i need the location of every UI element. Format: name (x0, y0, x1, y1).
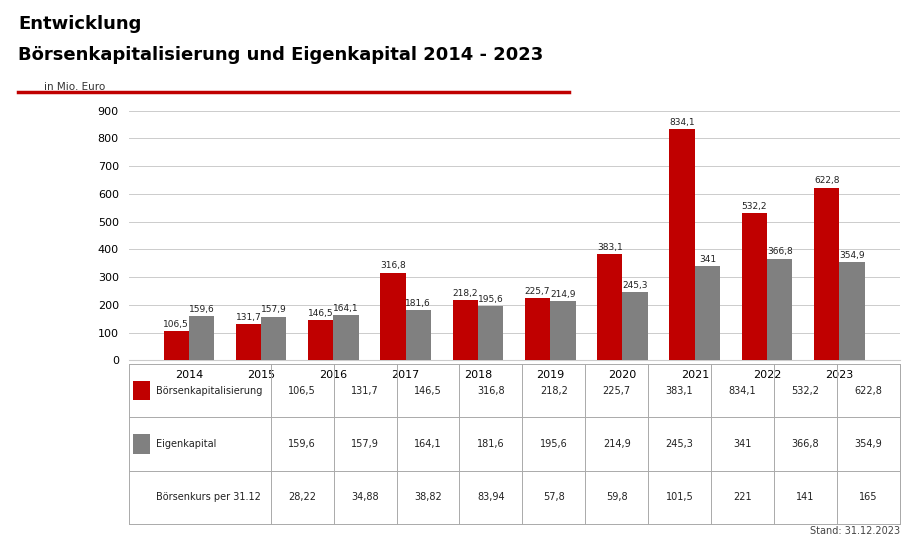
Bar (308, 320, 333, 360)
Text: Börsenkapitalisierung: Börsenkapitalisierung (156, 386, 263, 395)
Bar (814, 188, 839, 360)
Bar (839, 262, 865, 360)
Text: 181,6: 181,6 (477, 439, 505, 449)
Text: 141: 141 (796, 492, 814, 502)
Text: Stand: 31.12.2023: Stand: 31.12.2023 (810, 526, 900, 536)
Text: 164,1: 164,1 (414, 439, 442, 449)
Text: 245,3: 245,3 (666, 439, 693, 449)
Text: 218,2: 218,2 (453, 289, 478, 298)
Bar (478, 306, 503, 360)
Text: 59,8: 59,8 (606, 492, 628, 502)
Text: 341: 341 (733, 439, 752, 449)
Text: 316,8: 316,8 (380, 261, 406, 270)
Bar (133, 381, 150, 400)
Text: Entwicklung: Entwicklung (18, 15, 141, 32)
Text: 106,5: 106,5 (288, 386, 316, 395)
Bar (333, 315, 359, 360)
Bar (380, 273, 406, 360)
Bar (598, 254, 622, 360)
Bar (163, 331, 189, 360)
Text: 131,7: 131,7 (236, 313, 262, 322)
Text: 245,3: 245,3 (622, 281, 648, 290)
Text: 159,6: 159,6 (288, 439, 316, 449)
Text: 165: 165 (859, 492, 878, 502)
Bar (669, 129, 695, 360)
Text: in Mio. Euro: in Mio. Euro (44, 82, 105, 91)
Text: 181,6: 181,6 (406, 299, 431, 308)
Text: 146,5: 146,5 (414, 386, 442, 395)
Bar (236, 324, 261, 360)
Bar (261, 317, 286, 360)
Text: 834,1: 834,1 (669, 118, 695, 127)
Text: 834,1: 834,1 (729, 386, 756, 395)
Text: 106,5: 106,5 (163, 320, 189, 329)
Text: 214,9: 214,9 (603, 439, 631, 449)
Text: 38,82: 38,82 (414, 492, 442, 502)
Text: 532,2: 532,2 (791, 386, 820, 395)
Text: 532,2: 532,2 (742, 202, 767, 210)
Text: 83,94: 83,94 (477, 492, 505, 502)
Bar (767, 259, 792, 360)
Text: 157,9: 157,9 (261, 306, 286, 314)
Bar (406, 310, 431, 360)
Bar (133, 434, 150, 454)
Bar (525, 298, 550, 360)
Text: 157,9: 157,9 (352, 439, 379, 449)
Bar (742, 213, 767, 360)
Text: 383,1: 383,1 (597, 243, 622, 252)
Text: 383,1: 383,1 (666, 386, 693, 395)
Text: 622,8: 622,8 (855, 386, 882, 395)
Bar (550, 301, 576, 360)
Bar (695, 266, 720, 360)
Bar (453, 300, 478, 360)
Bar (622, 292, 648, 360)
Text: 159,6: 159,6 (188, 305, 215, 314)
Text: 101,5: 101,5 (666, 492, 693, 502)
Text: 316,8: 316,8 (477, 386, 505, 395)
Text: 28,22: 28,22 (288, 492, 317, 502)
Text: Eigenkapital: Eigenkapital (156, 439, 217, 449)
Text: 354,9: 354,9 (855, 439, 882, 449)
Text: 164,1: 164,1 (333, 304, 359, 313)
Text: 366,8: 366,8 (791, 439, 819, 449)
Text: 622,8: 622,8 (814, 176, 839, 186)
Text: 225,7: 225,7 (525, 287, 550, 295)
Text: 221: 221 (733, 492, 752, 502)
Text: 218,2: 218,2 (540, 386, 567, 395)
Text: 341: 341 (699, 254, 716, 264)
Text: 34,88: 34,88 (352, 492, 379, 502)
Text: Börsenkapitalisierung und Eigenkapital 2014 - 2023: Börsenkapitalisierung und Eigenkapital 2… (18, 46, 543, 65)
Text: 354,9: 354,9 (839, 251, 865, 260)
Text: 225,7: 225,7 (602, 386, 631, 395)
Text: 131,7: 131,7 (352, 386, 379, 395)
Text: 366,8: 366,8 (767, 247, 792, 257)
Bar (189, 316, 214, 360)
Text: 146,5: 146,5 (308, 309, 333, 317)
Text: Börsenkurs per 31.12: Börsenkurs per 31.12 (156, 492, 261, 502)
Text: 214,9: 214,9 (550, 289, 576, 299)
Text: 195,6: 195,6 (540, 439, 567, 449)
Text: 195,6: 195,6 (477, 295, 503, 304)
Text: 57,8: 57,8 (543, 492, 565, 502)
